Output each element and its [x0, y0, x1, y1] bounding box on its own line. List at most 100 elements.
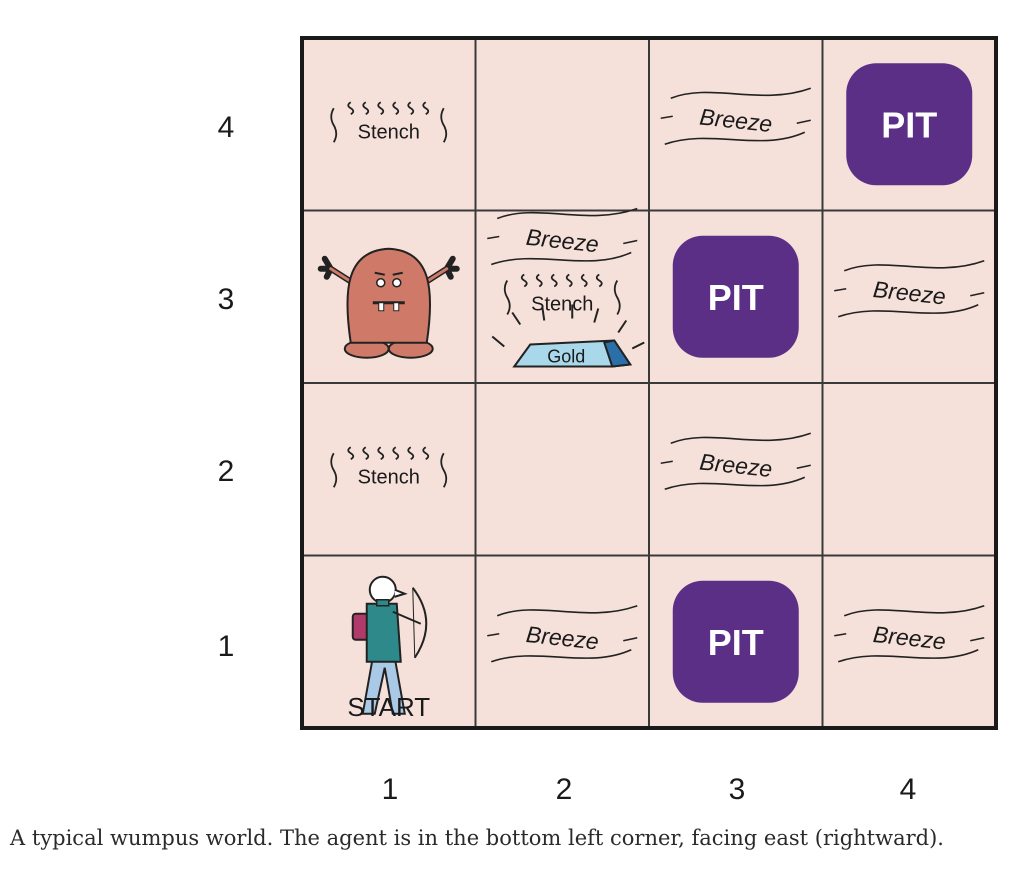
breeze-wave-top — [843, 604, 985, 617]
stench-wisp — [565, 273, 573, 288]
cell-4-1 — [821, 554, 997, 729]
col-label-2: 2 — [556, 773, 573, 806]
pit-box — [846, 63, 973, 186]
breeze-dash-right — [623, 239, 638, 245]
stench-label: Stench — [358, 121, 420, 143]
breeze-dash-right — [970, 636, 985, 642]
stench-wisp — [422, 101, 430, 116]
cell-1-4 — [301, 37, 477, 212]
pit-box — [672, 580, 799, 703]
row-label-2: 2 — [218, 455, 235, 488]
gold-glint-ray — [593, 308, 600, 323]
grid-frame — [300, 36, 998, 730]
agent-collar — [376, 599, 390, 607]
gold-glint-ray — [617, 319, 628, 334]
cell-content-1-1: START — [347, 575, 430, 722]
stench-wisp-right — [613, 280, 621, 315]
stench-label: Stench — [358, 466, 420, 488]
breeze-dash-left — [834, 287, 847, 292]
stench-wisp-left — [330, 107, 338, 143]
pit-label: PIT — [708, 622, 764, 663]
stench-wisp — [520, 273, 528, 288]
gold-glint-ray — [631, 341, 645, 350]
stench-wisp — [407, 101, 415, 116]
cell-4-3 — [821, 209, 997, 384]
agent-legs — [361, 656, 406, 715]
breeze-wave-bottom — [490, 251, 632, 266]
breeze-wave-top — [670, 87, 812, 99]
column-labels: 1 2 3 4 — [382, 773, 917, 806]
breeze-dash-left — [487, 235, 500, 240]
agent-head — [368, 575, 397, 604]
breeze-wave-bottom — [837, 649, 979, 663]
agent-arm — [392, 610, 422, 625]
stench-wisp — [580, 273, 588, 288]
stench-wisp — [595, 273, 603, 288]
stench-wisp — [362, 101, 370, 116]
breeze-wave-top — [496, 207, 638, 220]
wumpus-right-fang — [393, 302, 400, 312]
pit-label: PIT — [708, 277, 764, 318]
col-label-4: 4 — [900, 773, 917, 806]
gold-glint-ray — [511, 311, 522, 326]
breeze-dash-left — [834, 632, 847, 637]
stench-wisp — [407, 446, 415, 461]
stench-wisp-right — [440, 452, 448, 488]
agent-bow — [411, 587, 428, 659]
stench-label: Stench — [531, 294, 593, 316]
wumpus-left-eye — [376, 278, 386, 288]
gold-label: Gold — [547, 347, 585, 367]
cell-2-1 — [474, 554, 650, 729]
wumpus-right-brow — [392, 271, 403, 276]
stench-wisp — [550, 273, 558, 288]
stench-wisp — [362, 446, 370, 461]
gold-glint-ray — [491, 335, 505, 348]
gold-bar-side — [602, 339, 632, 368]
stench-wisp — [377, 101, 385, 116]
cell-content-1-4: Stench — [330, 101, 448, 143]
wumpus-left-fang — [378, 302, 385, 312]
wumpus-body — [346, 247, 432, 344]
breeze-dash-left — [660, 115, 673, 120]
row-label-1: 1 — [218, 630, 235, 663]
cell-content-3-4: Breeze — [660, 87, 812, 146]
cell-content-3-3: PIT — [672, 235, 799, 358]
breeze-wave-bottom — [664, 476, 806, 491]
breeze-wave-top — [843, 259, 985, 272]
breeze-wave-bottom — [490, 649, 632, 663]
breeze-dash-right — [796, 119, 811, 125]
breeze-wave-top — [670, 432, 812, 444]
stench-wisp — [392, 101, 400, 116]
breeze-dash-right — [623, 636, 638, 642]
breeze-dash-right — [796, 464, 811, 470]
cell-content-1-2: Stench — [330, 446, 448, 488]
cell-2-4 — [474, 37, 650, 212]
figure-caption: A typical wumpus world. The agent is in … — [10, 826, 944, 850]
breeze-wave-bottom — [664, 131, 806, 146]
pit-box — [672, 235, 799, 358]
cell-content-1-3 — [317, 247, 460, 359]
breeze-dash-right — [970, 291, 985, 297]
wumpus-right-eye — [392, 278, 402, 288]
breeze-dash-left — [660, 460, 673, 465]
agent-bowstring — [412, 587, 416, 658]
stench-wisp — [347, 446, 355, 461]
stench-wisp — [377, 446, 385, 461]
pit-label: PIT — [881, 104, 937, 145]
gold-glint-ray — [541, 306, 546, 321]
row-label-4: 4 — [218, 111, 235, 144]
row-label-3: 3 — [218, 283, 235, 316]
wumpus-left-brow — [374, 271, 385, 276]
col-label-1: 1 — [382, 773, 399, 806]
stench-wisp — [422, 446, 430, 461]
agent-beak — [394, 588, 408, 598]
stench-wisp — [392, 446, 400, 461]
cell-4-2 — [821, 382, 997, 557]
cell-2-2 — [474, 382, 650, 557]
cell-content-4-4: PIT — [846, 63, 973, 186]
stench-wisp — [347, 101, 355, 116]
stench-wisp-left — [330, 452, 338, 488]
col-label-3: 3 — [729, 773, 746, 806]
